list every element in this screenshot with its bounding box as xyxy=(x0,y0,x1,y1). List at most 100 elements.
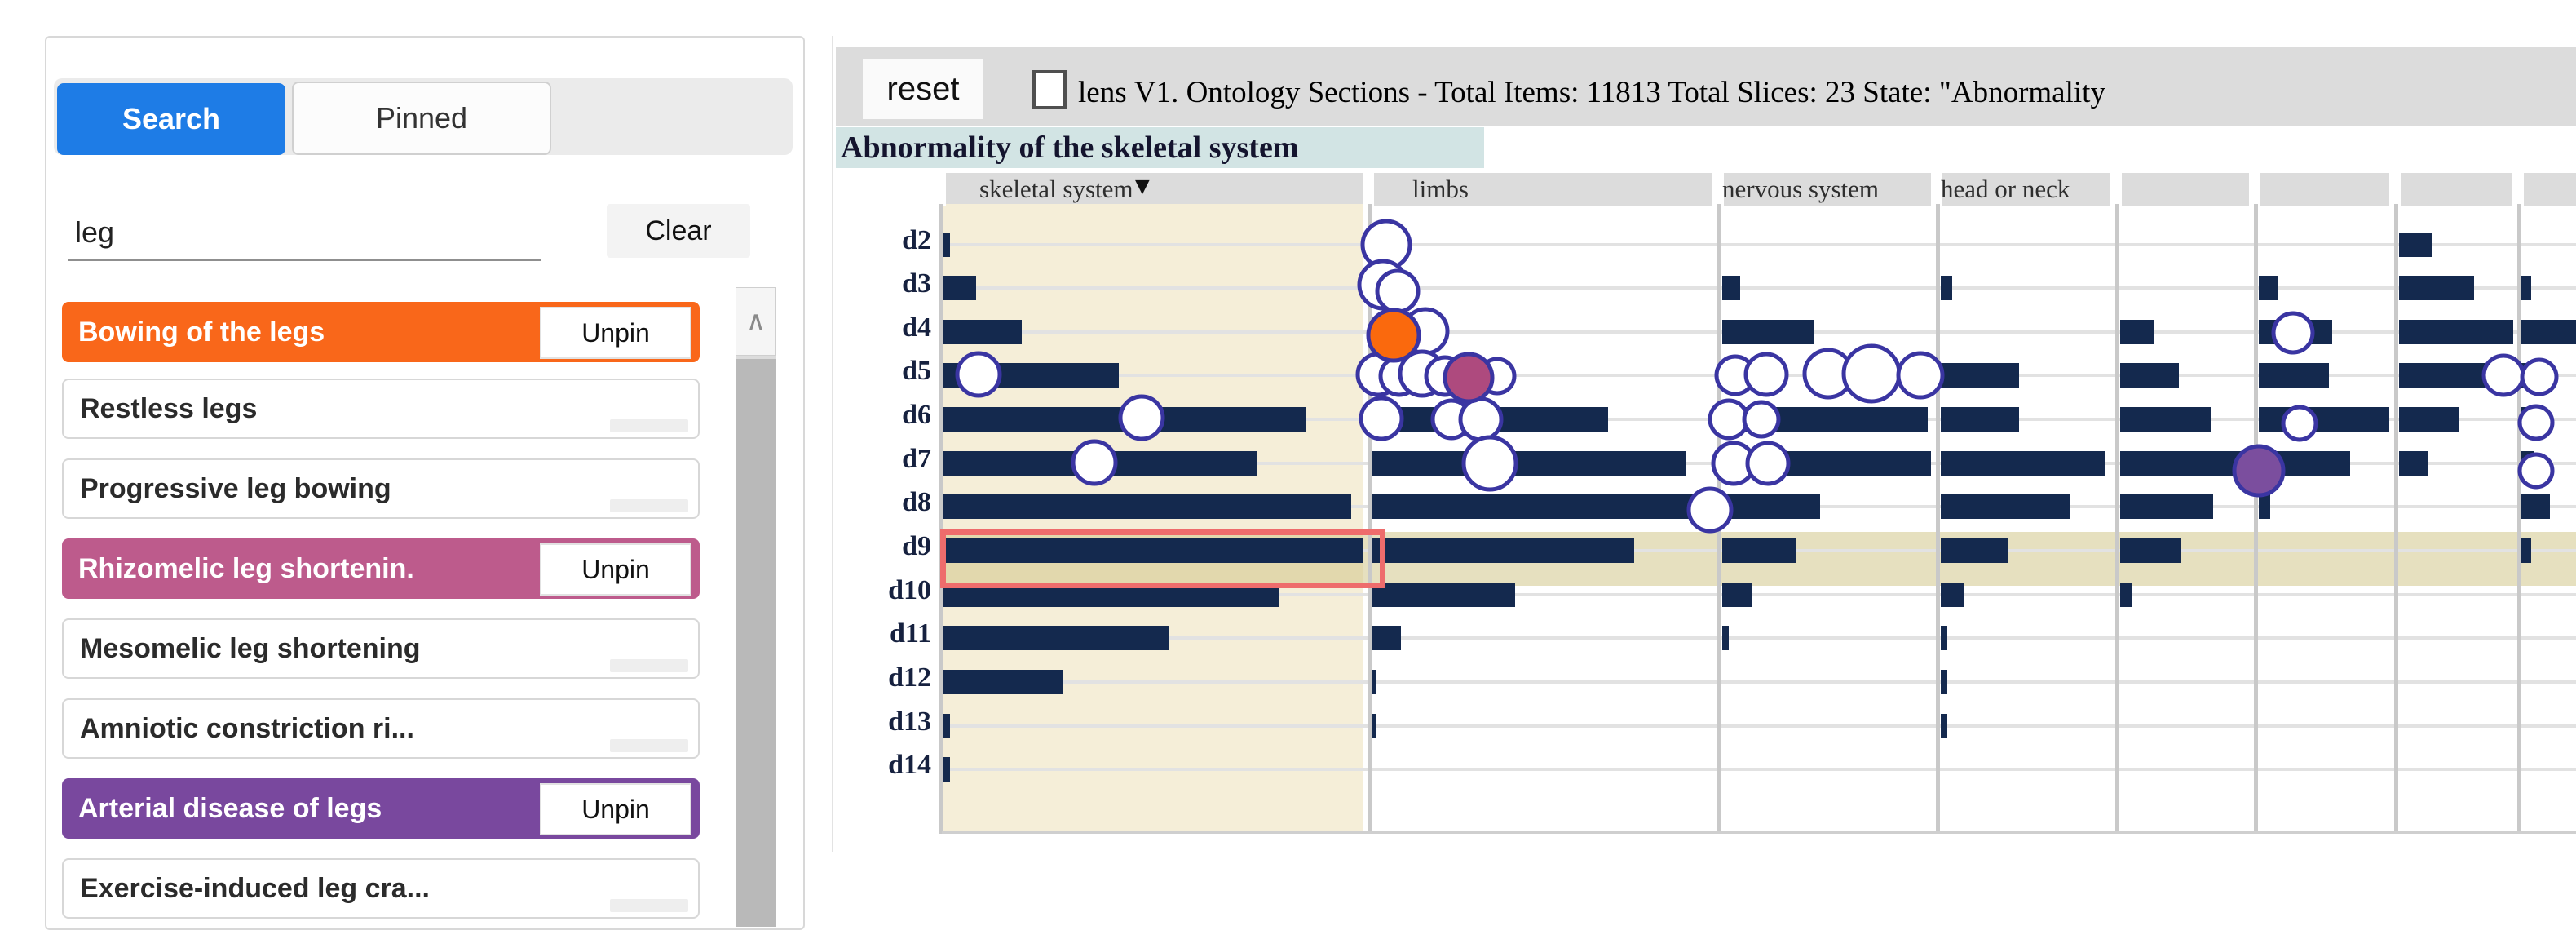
list-item[interactable]: Amniotic constriction ri... xyxy=(62,698,700,759)
search-input[interactable] xyxy=(68,206,541,261)
bar[interactable] xyxy=(2399,233,2432,257)
bar[interactable] xyxy=(1722,626,1729,650)
bar[interactable] xyxy=(1372,451,1686,476)
bar[interactable] xyxy=(1941,626,1947,650)
result-marker-circle[interactable] xyxy=(1743,352,1789,397)
bar[interactable] xyxy=(1941,494,2070,519)
bar[interactable] xyxy=(943,320,1022,344)
bar[interactable] xyxy=(943,494,1351,519)
bar[interactable] xyxy=(943,714,950,738)
column-header-nervous-system[interactable]: nervous system xyxy=(1722,175,1880,203)
bar[interactable] xyxy=(2120,451,2244,476)
result-marker-circle[interactable] xyxy=(1458,396,1504,442)
pin-button[interactable] xyxy=(610,499,688,512)
bar[interactable] xyxy=(1941,538,2008,563)
result-marker-circle[interactable] xyxy=(1359,396,1404,441)
list-item[interactable]: Rhizomelic leg shortenin. Unpin xyxy=(62,538,700,599)
list-item[interactable]: Arterial disease of legs Unpin xyxy=(62,778,700,839)
bar[interactable] xyxy=(1941,276,1952,300)
result-marker-circle[interactable] xyxy=(1118,394,1165,441)
bar[interactable] xyxy=(1372,670,1376,694)
bar[interactable] xyxy=(943,757,950,782)
bar[interactable] xyxy=(943,276,976,300)
bar[interactable] xyxy=(1941,670,1947,694)
bar[interactable] xyxy=(1372,494,1706,519)
sidebar-scrollbar-thumb[interactable] xyxy=(736,359,776,927)
list-item[interactable]: Mesomelic leg shortening xyxy=(62,618,700,679)
bar[interactable] xyxy=(2521,320,2576,344)
bar[interactable] xyxy=(2399,320,2513,344)
clear-search-button[interactable]: Clear xyxy=(607,204,750,258)
unpin-button[interactable]: Unpin xyxy=(540,543,691,596)
result-marker-circle[interactable] xyxy=(1375,268,1421,314)
bar[interactable] xyxy=(1722,583,1752,607)
result-marker-circle[interactable] xyxy=(2517,404,2555,441)
unpin-button[interactable]: Unpin xyxy=(540,783,691,835)
lens-checkbox[interactable] xyxy=(1032,70,1067,109)
result-marker-circle[interactable] xyxy=(955,351,1002,398)
bar[interactable] xyxy=(2120,583,2132,607)
bar[interactable] xyxy=(943,538,1363,563)
list-item[interactable]: Bowing of the legs Unpin xyxy=(62,302,700,362)
bar[interactable] xyxy=(2120,407,2211,432)
pin-button[interactable] xyxy=(610,419,688,432)
pin-button[interactable] xyxy=(610,899,688,912)
lens-checkbox-label[interactable]: lens xyxy=(1078,76,1127,109)
result-marker-circle[interactable] xyxy=(2520,357,2559,396)
column-header-head-or-neck[interactable]: head or neck xyxy=(1941,175,2070,203)
list-item[interactable]: Restless legs xyxy=(62,379,700,439)
bar[interactable] xyxy=(2399,407,2459,432)
bar[interactable] xyxy=(2120,538,2181,563)
bar[interactable] xyxy=(1722,276,1740,300)
list-item[interactable]: Progressive leg bowing xyxy=(62,458,700,519)
result-marker-circle[interactable] xyxy=(2517,452,2555,490)
result-marker-circle[interactable] xyxy=(1896,351,1945,400)
column-header-skeletal-system[interactable]: skeletal system xyxy=(979,175,1133,203)
bar[interactable] xyxy=(2399,451,2428,476)
tab-pinned[interactable]: Pinned xyxy=(292,82,551,155)
bar[interactable] xyxy=(1722,494,1820,519)
result-marker-circle[interactable] xyxy=(2481,353,2525,397)
result-marker-circle[interactable] xyxy=(1708,398,1750,441)
pinned-marker-circle[interactable] xyxy=(1366,308,1421,363)
bar[interactable] xyxy=(943,233,950,257)
bar[interactable] xyxy=(2521,494,2550,519)
bar[interactable] xyxy=(1722,320,1814,344)
result-marker-circle[interactable] xyxy=(1841,343,1902,404)
unpin-button[interactable]: Unpin xyxy=(540,307,691,359)
bar[interactable] xyxy=(1372,626,1401,650)
result-marker-circle[interactable] xyxy=(1742,400,1781,439)
bar[interactable] xyxy=(2259,407,2389,432)
bar[interactable] xyxy=(2259,363,2329,388)
result-marker-circle[interactable] xyxy=(2281,405,2318,442)
bar[interactable] xyxy=(2120,320,2154,344)
reset-button[interactable]: reset xyxy=(863,59,983,119)
bar[interactable] xyxy=(2399,276,2474,300)
list-item[interactable]: Exercise-induced leg cra... xyxy=(62,858,700,919)
result-marker-circle[interactable] xyxy=(1461,435,1518,492)
bar[interactable] xyxy=(1941,714,1947,738)
pin-button[interactable] xyxy=(610,739,688,752)
bar[interactable] xyxy=(2521,276,2531,300)
column-header-limbs[interactable]: limbs xyxy=(1412,175,1469,203)
bar[interactable] xyxy=(1372,714,1376,738)
tab-search[interactable]: Search xyxy=(57,83,285,155)
bar[interactable] xyxy=(1941,583,1964,607)
bar[interactable] xyxy=(2259,276,2278,300)
result-marker-circle[interactable] xyxy=(1071,439,1118,486)
bar[interactable] xyxy=(943,626,1169,650)
bar[interactable] xyxy=(1941,407,2019,432)
result-marker-circle[interactable] xyxy=(2271,311,2315,355)
bar[interactable] xyxy=(2120,363,2179,388)
pinned-marker-circle[interactable] xyxy=(1443,352,1495,404)
scroll-up-arrow-icon[interactable]: ∧ xyxy=(736,287,776,356)
bar[interactable] xyxy=(1941,451,2105,476)
bar[interactable] xyxy=(1372,583,1515,607)
pin-button[interactable] xyxy=(610,659,688,672)
bar[interactable] xyxy=(1941,363,2019,388)
result-marker-circle[interactable] xyxy=(1686,486,1734,534)
bar[interactable] xyxy=(2521,538,2531,563)
bar[interactable] xyxy=(2259,494,2270,519)
bar[interactable] xyxy=(1722,538,1796,563)
pinned-marker-circle[interactable] xyxy=(2232,444,2286,498)
